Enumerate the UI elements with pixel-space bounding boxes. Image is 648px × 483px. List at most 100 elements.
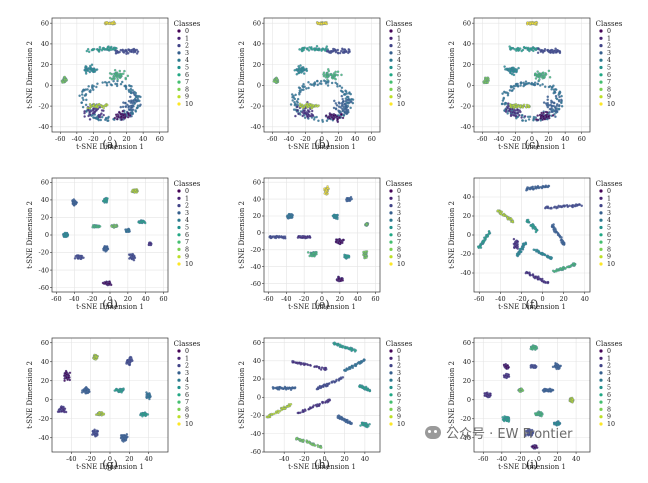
y-tick-label: 0 (467, 82, 471, 90)
y-tick-label: 40 (463, 193, 471, 201)
scatter-point-class-6 (362, 423, 365, 427)
scatter-point-class-2 (576, 203, 579, 207)
scatter-point-class-7 (108, 76, 112, 80)
legend-marker-2 (177, 44, 181, 48)
scatter-point-class-4 (101, 81, 104, 84)
scatter-point-class-6 (316, 48, 319, 51)
scatter-point-class-4 (91, 84, 94, 87)
legend-marker-10 (177, 262, 181, 266)
scatter-point-class-6 (114, 387, 118, 391)
legend-item-5: 5 (397, 385, 401, 392)
scatter-point-class-4 (119, 82, 123, 86)
scatter-point-class-5 (301, 70, 304, 73)
scatter-point-class-1 (513, 111, 516, 115)
scatter-point-class-6 (535, 229, 538, 232)
scatter-point-class-3 (554, 94, 558, 98)
x-tick-label: 20 (336, 295, 344, 303)
legend-item-3: 3 (607, 210, 611, 217)
scatter-point-class-5 (545, 255, 549, 258)
scatter-point-class-2 (316, 386, 320, 389)
y-tick-label: 40 (463, 40, 471, 48)
scatter-point-class-6 (368, 422, 371, 426)
y-tick-label: 20 (463, 212, 471, 220)
scatter-point-class-0 (547, 115, 550, 118)
legend-marker-10 (599, 262, 603, 266)
legend-item-4: 4 (397, 217, 401, 224)
panel-caption-d: (d) (102, 298, 118, 311)
scatter-point-class-6 (344, 256, 348, 259)
scatter-point-class-1 (324, 366, 327, 370)
legend-item-3: 3 (185, 370, 189, 377)
scatter-point-class-3 (542, 185, 545, 188)
scatter-point-class-4 (127, 84, 131, 87)
scatter-point-class-4 (510, 85, 514, 89)
scatter-point-class-8 (63, 78, 67, 81)
scatter-point-class-4 (335, 82, 339, 86)
scatter-point-class-2 (345, 50, 348, 53)
scatter-point-class-3 (526, 187, 529, 191)
scatter-point-class-1 (292, 361, 295, 364)
scatter-point-class-0 (104, 281, 107, 285)
scatter-point-class-7 (564, 267, 567, 270)
scatter-point-class-7 (336, 73, 339, 77)
y-tick-label: -20 (39, 249, 49, 257)
scatter-point-class-4 (544, 85, 547, 88)
scatter-point-class-6 (533, 47, 537, 51)
scatter-point-class-1 (149, 242, 153, 246)
legend-item-1: 1 (397, 35, 401, 42)
scatter-point-class-4 (81, 90, 84, 93)
legend-item-8: 8 (397, 406, 401, 413)
scatter-point-class-1 (507, 102, 510, 105)
scatter-point-class-6 (341, 346, 345, 349)
scatter-point-class-1 (298, 236, 302, 239)
x-tick-label: -20 (516, 295, 526, 303)
scatter-point-class-9 (95, 355, 98, 359)
scatter-point-class-7 (313, 255, 316, 258)
scatter-point-class-9 (506, 216, 509, 220)
legend-title: Classes (596, 180, 623, 188)
y-tick-label: 60 (463, 19, 471, 27)
scatter-point-class-3 (548, 111, 551, 114)
legend-marker-3 (177, 211, 181, 215)
x-tick-label: 40 (142, 295, 150, 303)
legend-marker-9 (599, 95, 603, 99)
scatter-point-class-10 (533, 22, 537, 26)
scatter-point-class-3 (344, 105, 348, 108)
scatter-point-class-1 (97, 115, 101, 119)
scatter-point-class-5 (303, 72, 306, 75)
scatter-point-class-4 (104, 117, 108, 121)
scatter-point-class-3 (73, 202, 76, 205)
scatter-point-class-9 (274, 411, 277, 415)
scatter-point-class-5 (66, 233, 70, 237)
scatter-point-class-4 (526, 115, 530, 119)
scatter-point-class-0 (551, 114, 555, 117)
scatter-point-class-4 (560, 101, 563, 105)
legend-item-3: 3 (185, 50, 189, 57)
scatter-point-class-4 (317, 119, 320, 123)
legend-item-8: 8 (607, 246, 611, 253)
scatter-point-class-7 (326, 75, 329, 78)
x-axis-label: t-SNE Dimension 1 (76, 463, 144, 471)
scatter-point-class-1 (528, 273, 532, 276)
scatter-point-class-1 (296, 105, 299, 108)
scatter-point-class-3 (550, 106, 553, 110)
scatter-point-class-3 (544, 102, 548, 105)
y-tick-label: -40 (251, 430, 261, 438)
scatter-point-class-4 (301, 84, 304, 88)
scatter-point-class-3 (342, 105, 345, 108)
scatter-point-class-7 (538, 72, 542, 76)
legend-marker-0 (177, 189, 181, 193)
scatter-point-class-9 (502, 213, 505, 217)
x-tick-label: 20 (124, 295, 132, 303)
scatter-point-class-6 (525, 220, 529, 223)
scatter-point-class-0 (545, 115, 548, 119)
scatter-point-class-4 (291, 99, 294, 102)
scatter-point-class-1 (299, 363, 303, 366)
scatter-point-class-3 (551, 388, 555, 392)
x-tick-label: 60 (578, 135, 586, 143)
scatter-point-class-8 (298, 438, 302, 441)
chart-panel-i: -60 -40 -20 0 20 40 -40 -20 0 20 40 60 t-SNE Dimensi… (432, 330, 637, 471)
x-tick-label: 0 (530, 135, 534, 143)
